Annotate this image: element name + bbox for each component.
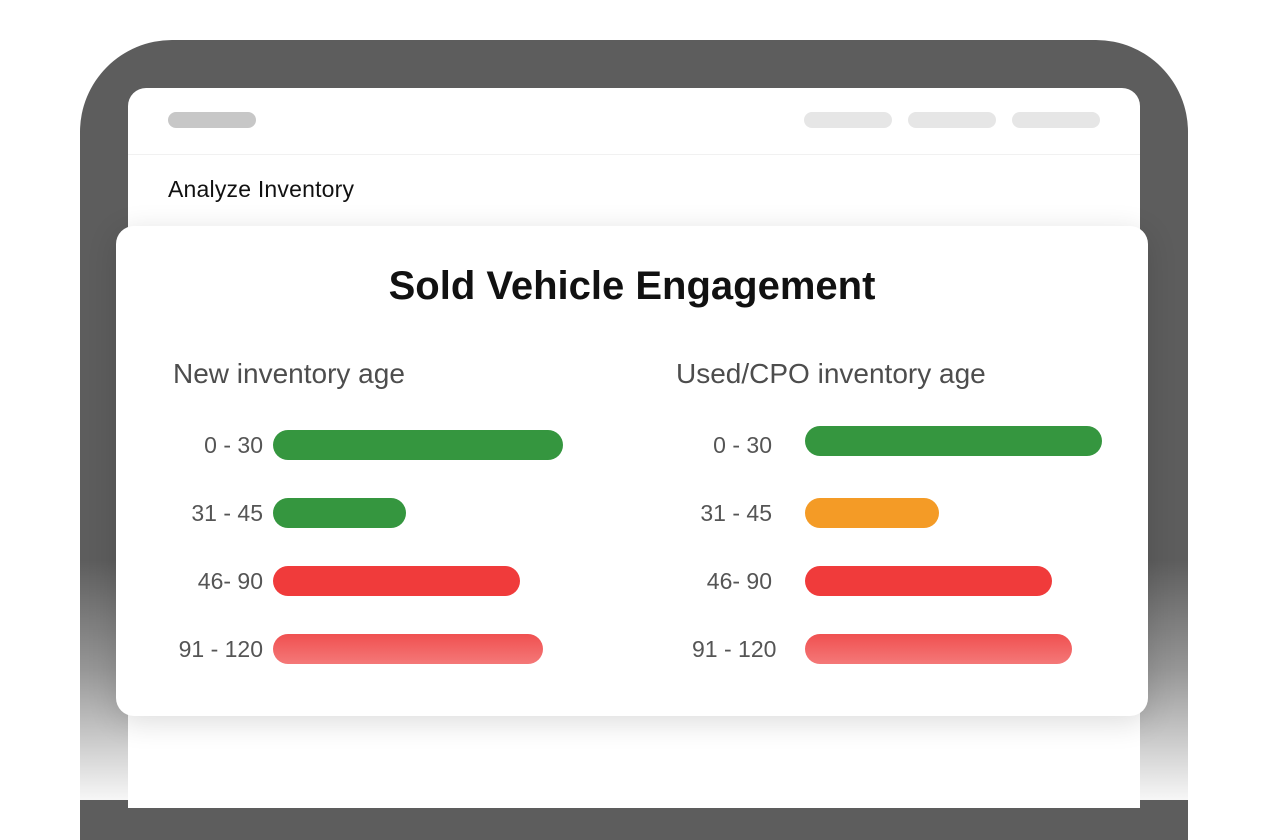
new-age-label: 0 - 30 (204, 432, 263, 458)
used-row: 0 - 30 (632, 426, 1148, 460)
used-bar (805, 566, 1052, 596)
new-inventory-title: New inventory age (173, 358, 405, 389)
new-row: 31 - 45 (116, 498, 632, 528)
page-title: Analyze Inventory (168, 176, 355, 202)
new-row: 0 - 30 (116, 430, 632, 460)
used-row: 91 - 120 (632, 634, 1148, 664)
used-age-label: 91 - 120 (692, 636, 777, 662)
used-bar (805, 498, 939, 528)
nav-placeholder-1[interactable] (804, 112, 892, 128)
used-row: 46- 90 (632, 566, 1148, 596)
used-row: 31 - 45 (632, 498, 1148, 528)
used-age-label: 0 - 30 (713, 432, 772, 458)
logo-placeholder (168, 112, 256, 128)
new-bar (273, 634, 543, 664)
used-age-label: 46- 90 (706, 568, 772, 594)
used-bar (805, 426, 1102, 456)
top-bar (128, 88, 1140, 155)
used-age-label: 31 - 45 (700, 500, 772, 526)
used-inventory-title: Used/CPO inventory age (676, 358, 986, 389)
nav-placeholder-3[interactable] (1012, 112, 1100, 128)
engagement-card: Sold Vehicle Engagement New inventory ag… (116, 226, 1148, 716)
new-row: 91 - 120 (116, 634, 632, 664)
card-title: Sold Vehicle Engagement (388, 264, 876, 308)
new-age-label: 91 - 120 (178, 636, 263, 662)
new-age-label: 31 - 45 (191, 500, 263, 526)
new-age-label: 46- 90 (197, 568, 263, 594)
new-bar (273, 566, 520, 596)
used-bar (805, 634, 1072, 664)
new-bar (273, 430, 563, 460)
nav-placeholder-2[interactable] (908, 112, 996, 128)
new-row: 46- 90 (116, 566, 632, 596)
new-bar (273, 498, 406, 528)
